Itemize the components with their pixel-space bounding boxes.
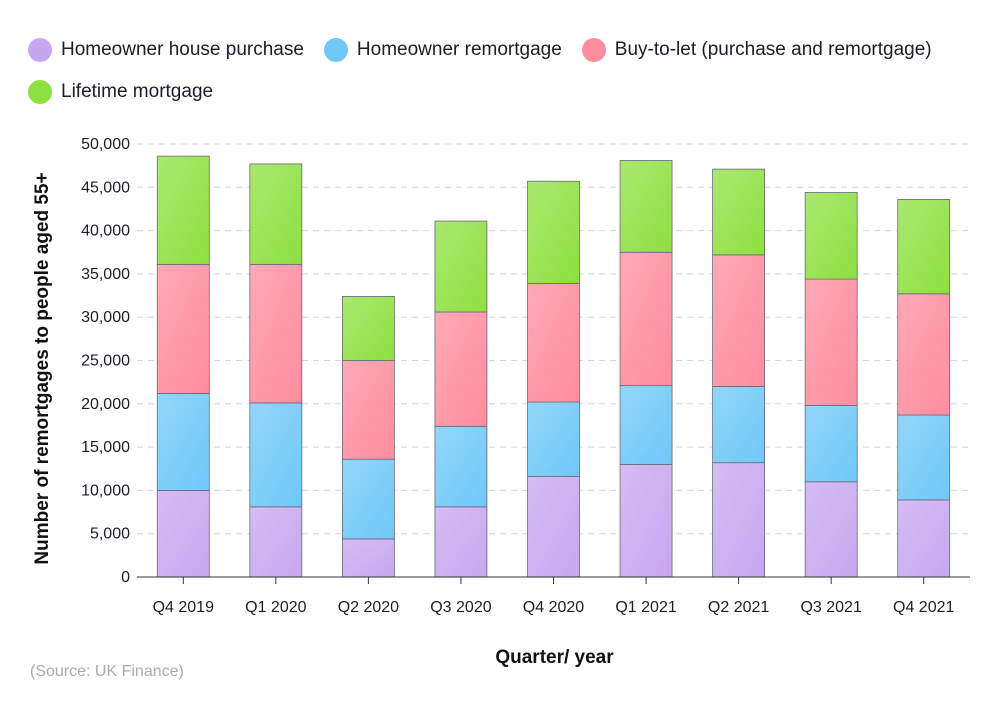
y-tick-label: 20,000: [81, 396, 130, 413]
bar-segment: [897, 199, 951, 295]
bar-segment: [897, 293, 951, 416]
bar-segment: [156, 263, 210, 394]
legend-item: Homeowner house purchase: [28, 36, 304, 64]
legend-item: Lifetime mortgage: [28, 78, 213, 106]
legend-item: Buy-to-let (purchase and remortgage): [581, 36, 932, 64]
bar-segment: [897, 414, 951, 501]
y-tick-label: 30,000: [81, 309, 130, 326]
legend-label: Lifetime mortgage: [61, 81, 214, 102]
y-axis-title: Number of remortgages to people aged 55+: [32, 172, 53, 564]
legend-item: Homeowner remortgage: [323, 36, 562, 64]
x-tick-label: Q4 2020: [523, 599, 584, 616]
bar-segment: [156, 393, 210, 491]
bar-segment: [156, 489, 210, 578]
y-tick-label: 40,000: [81, 223, 130, 240]
x-tick-label: Q1 2020: [245, 599, 306, 616]
legend-swatch: [323, 38, 348, 62]
x-tick-label: Q3 2021: [800, 599, 861, 616]
x-tick-label: Q3 2020: [430, 599, 491, 616]
y-tick-label: 50,000: [81, 136, 130, 153]
x-tick-label: Q4 2021: [893, 599, 954, 616]
bar-segment: [434, 220, 488, 313]
bar-segment: [434, 311, 488, 427]
bar-segment: [527, 180, 580, 284]
y-tick-label: 5,000: [90, 526, 130, 543]
bar-segment: [804, 405, 858, 483]
bar-segment: [249, 402, 303, 508]
bar-segment: [341, 360, 395, 460]
bar-segment: [527, 476, 580, 578]
y-tick-label: 45,000: [81, 179, 130, 196]
bar-segment: [619, 385, 673, 465]
bar-segment: [712, 386, 766, 464]
bar-segment: [527, 401, 580, 477]
x-axis-title: Quarter/ year: [495, 647, 614, 668]
bar-segment: [712, 462, 766, 578]
y-tick-label: 15,000: [81, 439, 130, 456]
bar-segment: [434, 506, 488, 578]
bar-segment: [804, 192, 858, 280]
x-tick-label: Q1 2021: [615, 599, 676, 616]
legend-label: Buy-to-let (purchase and remortgage): [614, 39, 932, 60]
bar-segment: [804, 278, 858, 406]
y-tick-label: 10,000: [81, 482, 130, 499]
x-tick-label: Q2 2020: [338, 599, 399, 616]
bar-segment: [712, 168, 766, 256]
bar-segment: [619, 160, 673, 253]
bar-segment: [341, 458, 395, 540]
x-tick-label: Q2 2021: [708, 599, 769, 616]
source-note: (Source: UK Finance): [30, 663, 184, 680]
bar-segment: [619, 251, 673, 387]
bar-segment: [712, 254, 766, 387]
bar-segment: [341, 538, 395, 578]
x-tick-label: Q4 2019: [153, 599, 214, 616]
chart-legend: Homeowner house purchase Homeowner remort…: [28, 36, 988, 106]
bar-segment: [897, 499, 951, 578]
bar-segment: [249, 263, 303, 404]
legend-label: Homeowner house purchase: [61, 39, 304, 60]
legend-swatch: [581, 38, 606, 62]
bar-segment: [434, 425, 488, 508]
legend-label: Homeowner remortgage: [356, 39, 562, 60]
legend-swatch: [28, 38, 52, 62]
bar-segment: [527, 283, 580, 403]
bar-segment: [249, 506, 303, 578]
bar-segment: [804, 481, 858, 578]
y-tick-label: 0: [121, 569, 130, 586]
legend-swatch: [28, 80, 52, 104]
bar-segment: [249, 163, 303, 265]
y-tick-label: 35,000: [81, 266, 130, 283]
bar-segment: [341, 296, 395, 361]
y-tick-label: 25,000: [81, 353, 130, 370]
bar-segment: [619, 464, 673, 578]
bar-segment: [156, 155, 210, 265]
